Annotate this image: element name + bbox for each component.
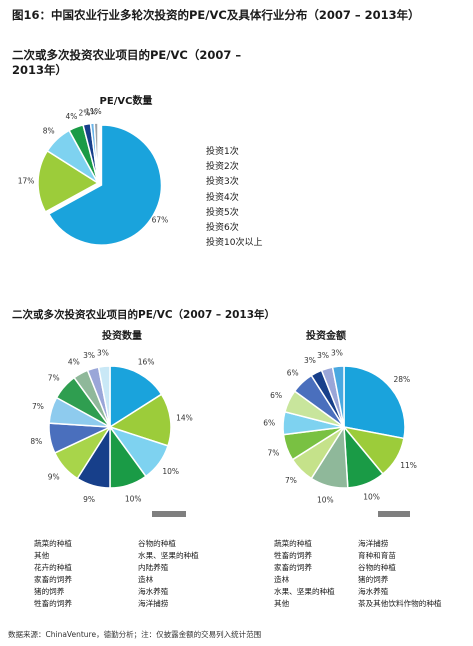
slice-label: 7%	[32, 402, 44, 411]
legend-item: 内陆养殖	[138, 563, 169, 572]
pie-slice-蔬菜的种植	[343, 365, 406, 440]
gray-bar	[152, 511, 186, 517]
pie2-legend-left: 蔬菜的种植 其他 花卉的种植 家畜的饲养 猪的饲养 牲畜的饲养	[34, 538, 72, 610]
slice-label: 3%	[331, 348, 343, 357]
legend-item: 牲畜的饲养	[34, 599, 72, 608]
legend-item: 蔬菜的种植	[274, 539, 312, 548]
legend-item: 茶及其他饮料作物的种植	[358, 599, 442, 608]
slice-label: 4%	[66, 112, 78, 121]
slice-label: 7%	[285, 476, 297, 485]
pie1-title: PE/VC数量	[99, 96, 153, 107]
pie-slice-茶及其他饮料作物的种植	[331, 365, 345, 428]
legend-item: 造林	[274, 575, 290, 584]
legend-item: 蔬菜的种植	[34, 539, 72, 548]
slice-label: 1%	[85, 107, 97, 116]
slice-label: 1%	[90, 107, 102, 116]
legend-item: 投资10次以上	[206, 238, 263, 249]
pie2-legend-right: 谷物的种植 水果、坚果的种植 内陆养殖 造林 海水养殖 海洋捕捞	[138, 538, 199, 610]
pie3-legend-right: 海洋捕捞 育种和育苗 谷物的种植 猪的饲养 海水养殖 茶及其他饮料作物的种植	[358, 538, 442, 610]
legend-item: 谷物的种植	[138, 539, 176, 548]
slice-label: 17%	[18, 177, 35, 186]
slice-label: 7%	[48, 373, 60, 382]
slice-label: 28%	[393, 375, 410, 384]
slice-label: 6%	[287, 368, 299, 377]
slice-label: 10%	[162, 467, 179, 476]
section1-title: 二次或多次投资农业项目的PE/VC（2007 – 2013年）	[12, 48, 242, 77]
legend-item: 猪的饲养	[34, 587, 65, 596]
legend-item: 家畜的饲养	[34, 575, 72, 584]
slice-label: 10%	[363, 493, 380, 502]
slice-label: 7%	[267, 448, 279, 457]
figure-title: 图16：中国农业行业多轮次投资的PE/VC及具体行业分布（2007 – 2013…	[12, 8, 420, 22]
slice-label: 10%	[317, 496, 334, 505]
legend-item: 投资5次	[206, 207, 239, 218]
legend-item: 花卉的种植	[34, 563, 72, 572]
pie3-legend-left: 蔬菜的种植 牲畜的饲养 家畜的饲养 造林 水果、坚果的种植 其他	[274, 538, 335, 610]
legend-item: 家畜的饲养	[274, 563, 312, 572]
legend-item: 谷物的种植	[358, 563, 396, 572]
pie-slice-蔬菜的种植	[109, 365, 163, 429]
legend-item: 投资6次	[206, 223, 239, 234]
pie-chart-investment-count: 16%14%10%10%9%9%8%7%7%4%3% 3%	[30, 348, 193, 504]
slice-label: 8%	[43, 127, 55, 136]
legend-item: 投资1次	[206, 147, 239, 157]
legend-item: 育种和育苗	[358, 551, 396, 560]
legend-item: 其他	[274, 599, 290, 608]
slice-label: 3%	[304, 356, 316, 365]
slice-label: 4%	[68, 357, 80, 366]
pie-slice-海洋捕捞	[97, 365, 111, 428]
slice-label: 6%	[263, 418, 275, 427]
slice-label: 3%	[97, 348, 109, 357]
legend-item: 海水养殖	[358, 587, 389, 596]
slice-label: 3%	[83, 351, 95, 360]
legend-item: 海洋捕捞	[138, 599, 169, 608]
pie-slice-投资1次	[47, 124, 163, 246]
slice-label: 11%	[400, 461, 417, 470]
legend-item: 海洋捕捞	[358, 539, 389, 548]
slice-label: 9%	[48, 473, 60, 482]
legend-item: 其他	[34, 551, 50, 560]
slice-label: 2%	[79, 108, 91, 117]
legend-item: 海水养殖	[138, 587, 169, 596]
gray-bar	[378, 511, 410, 517]
legend-item: 投资2次	[206, 162, 239, 173]
pie3-title: 投资金额	[306, 331, 346, 342]
legend-item: 水果、坚果的种植	[138, 551, 199, 560]
legend-item: 造林	[138, 575, 154, 584]
legend-item: 猪的饲养	[358, 575, 389, 584]
legend-item: 投资4次	[206, 192, 239, 203]
legend-item: 水果、坚果的种植	[274, 587, 335, 596]
slice-label: 3%	[317, 351, 329, 360]
pie1-legend: 投资1次 投资2次 投资3次 投资4次 投资5次 投资6次 投资10次以上	[206, 145, 262, 251]
pie-chart-investment-amount: 28%11%10%10%7%7%6%6%6%3%3% 3%	[263, 348, 417, 505]
source-note: 数据来源：ChinaVenture，德勤分析；注：仅披露金额的交易列入统计范围	[8, 630, 262, 639]
pie-slice-投资2次	[37, 149, 100, 213]
slice-label: 9%	[83, 495, 95, 504]
section2-title: 二次或多次投资农业项目的PE/VC（2007 – 2013年）	[12, 309, 276, 321]
pie2-title: 投资数量	[102, 331, 142, 342]
slice-label: 6%	[270, 391, 282, 400]
slice-label: 16%	[138, 357, 155, 366]
pie-chart-pe-vc-count: 67% 17% 8% 4% 2%1%1%	[18, 107, 169, 246]
slice-label: 8%	[30, 437, 42, 446]
slice-label: 67%	[152, 216, 169, 225]
legend-item: 牲畜的饲养	[274, 551, 312, 560]
legend-item: 投资3次	[206, 177, 239, 188]
pie-slice-谷物的种植	[108, 393, 172, 447]
slice-label: 14%	[176, 414, 193, 423]
pie-slice-投资10次以上	[93, 122, 99, 184]
slice-label: 10%	[125, 494, 142, 503]
